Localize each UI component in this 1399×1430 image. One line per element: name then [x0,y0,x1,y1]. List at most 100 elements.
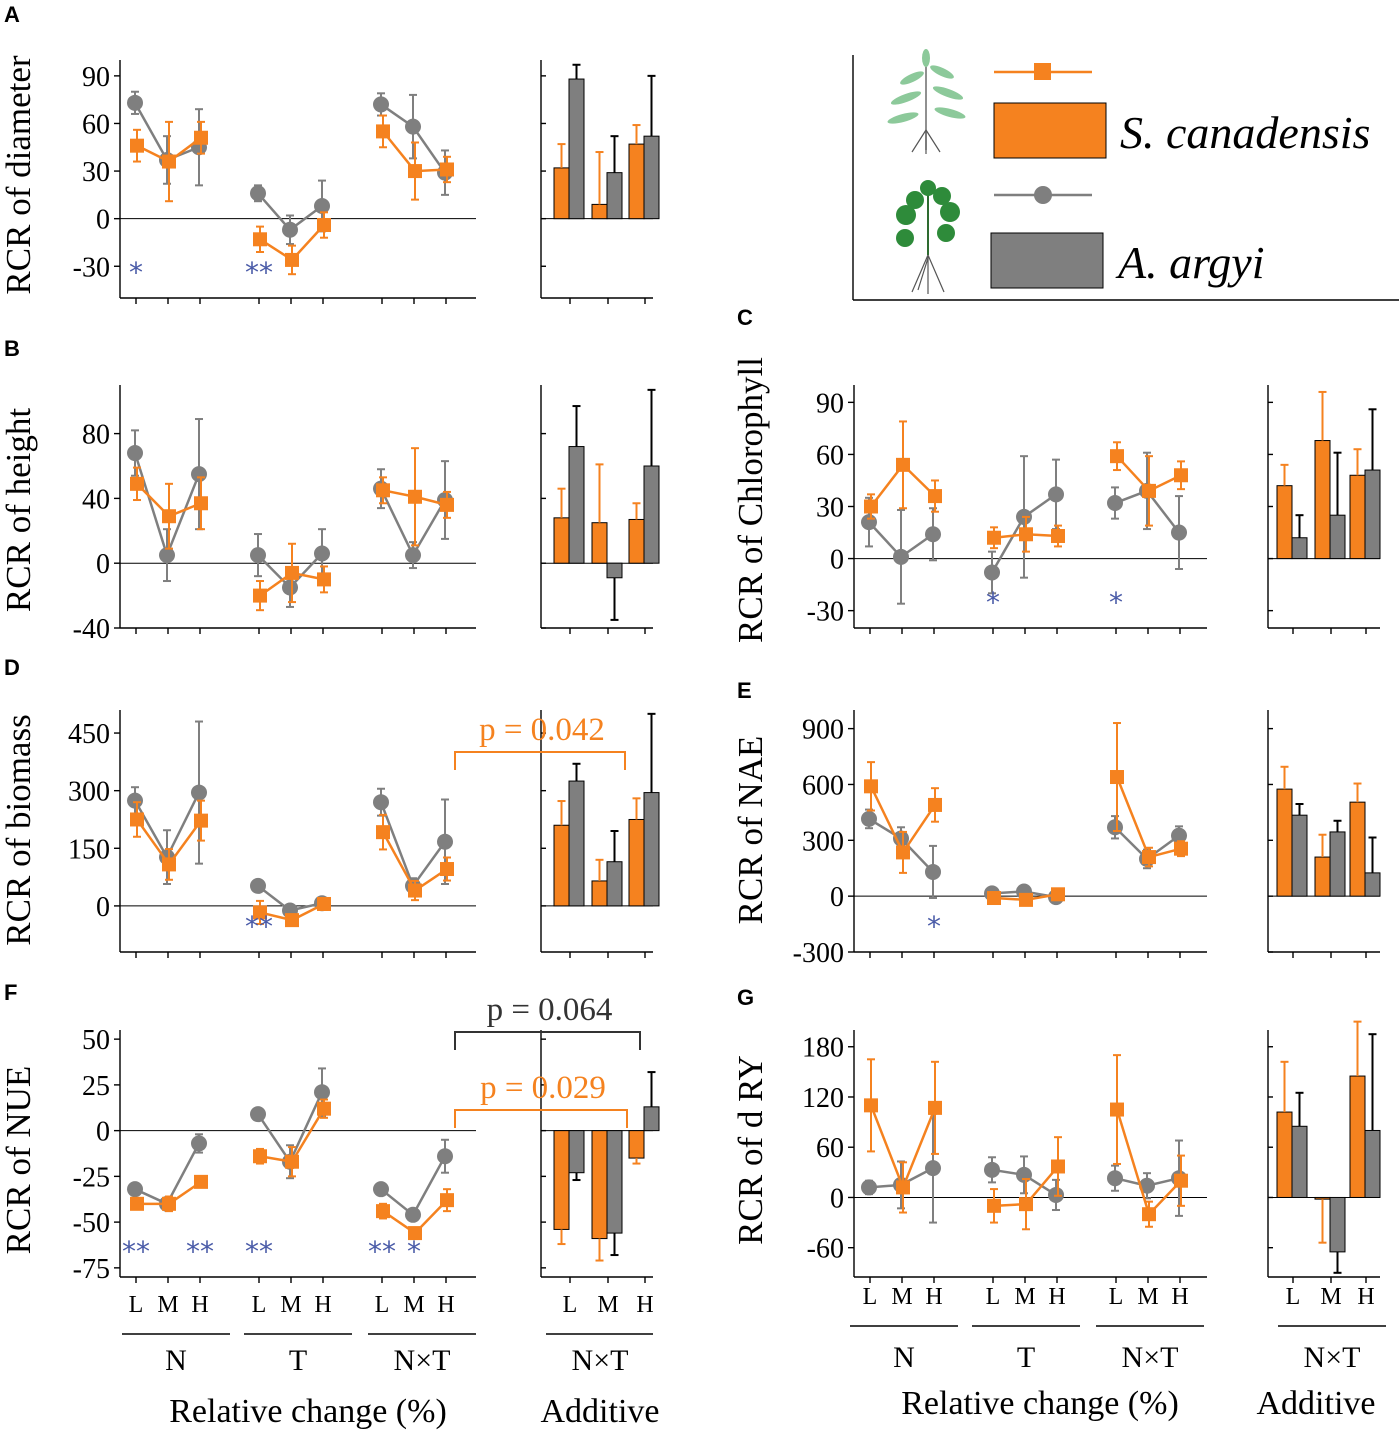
y-axis-label-g: RCR of d RY [731,1055,770,1245]
y-tick-label: 0 [96,549,110,580]
point-s-canadensis [162,509,176,524]
y-tick-label: 900 [802,715,844,746]
x-axis-label-relative-change-right: Relative change (%) [901,1385,1179,1422]
point-s-canadensis [408,164,422,179]
y-tick-label: -30 [73,252,110,283]
point-a-argyi [405,118,421,135]
x-category-label: L [252,1292,267,1318]
y-axis-label-d: RCR of biomass [0,714,38,945]
point-s-canadensis [896,1180,910,1195]
x-category-label: M [403,1292,424,1318]
y-tick-label: 80 [82,420,110,451]
point-a-argyi [314,1084,330,1101]
point-a-argyi [1171,524,1187,541]
significance-star: * [407,1235,421,1268]
point-a-argyi [373,1181,389,1198]
point-s-canadensis [317,1101,331,1116]
bar-s-canadensis [1314,440,1331,560]
point-a-argyi [984,1161,1000,1178]
y-tick-label: 60 [816,440,844,471]
legend-bar-a-argyi [990,232,1104,289]
point-s-canadensis [130,812,144,827]
bar-a-argyi [606,562,623,579]
p-value-bracket [454,1109,628,1128]
point-s-canadensis [285,252,299,267]
bar-a-argyi [1364,469,1381,560]
point-a-argyi [250,547,266,564]
y-tick-label: -300 [793,938,844,969]
point-s-canadensis [253,1149,267,1164]
panel-label-e: E [737,678,752,703]
significance-star: ** [245,910,273,943]
point-a-argyi [127,445,143,462]
bar-s-canadensis [1349,801,1366,897]
point-s-canadensis [285,913,299,928]
point-a-argyi [1016,1166,1032,1183]
significance-star: ** [186,1235,214,1268]
point-a-argyi [405,1206,421,1223]
series-line-a-argyi [134,1142,201,1206]
panel-label-a: A [4,2,20,27]
bar-s-canadensis [1314,856,1331,897]
bar-category-label: L [1286,1284,1301,1310]
y-axis-label-b: RCR of height [0,408,38,612]
a-argyi-plant-icon [896,180,960,294]
point-a-argyi [373,96,389,113]
group-label-nxt-right: N×T [1122,1341,1179,1374]
point-s-canadensis [162,857,176,872]
legend-label-s-canadensis: S. canadensis [1120,107,1370,158]
bar-a-argyi [1291,814,1308,897]
x-category-label: H [1048,1284,1065,1310]
point-s-canadensis [376,1204,390,1219]
x-category-label: M [891,1284,912,1310]
series-line-a-argyi [380,1155,447,1217]
x-category-label: H [191,1292,208,1318]
bar-a-argyi [606,1130,623,1234]
point-a-argyi [437,1148,453,1165]
y-tick-label: 0 [96,1117,110,1148]
point-s-canadensis [162,1196,176,1211]
x-groups-left: N T N×T N×T Relative change (%) Additive [122,1333,659,1430]
point-a-argyi [250,877,266,894]
point-a-argyi [250,185,266,202]
legend: S. canadensis A. argyi [852,49,1399,301]
x-category-label: L [1109,1284,1124,1310]
bar-s-canadensis [591,1130,608,1240]
point-s-canadensis [194,813,208,828]
bar-a-argyi [1364,1129,1381,1198]
point-a-argyi [1139,1177,1155,1194]
point-a-argyi [250,1106,266,1123]
x-category-label: H [925,1284,942,1310]
y-tick-label: 0 [830,882,844,913]
y-tick-label: 300 [802,826,844,857]
x-category-label: H [1171,1284,1188,1310]
point-a-argyi [893,548,909,565]
bar-s-canadensis [1314,1196,1331,1200]
bar-category-label: H [1357,1284,1374,1310]
x-axis-label-additive-right: Additive [1257,1385,1376,1422]
point-s-canadensis [130,138,144,153]
y-tick-label: 150 [68,834,110,865]
y-axis-label-e: RCR of NAE [731,736,770,925]
bar-a-argyi [568,446,585,564]
point-s-canadensis [408,1226,422,1241]
point-s-canadensis [317,572,331,587]
bar-s-canadensis [628,518,645,564]
point-a-argyi [984,564,1000,581]
x-groups-right: N T N×T N×T Relative change (%) Additive [850,1325,1386,1422]
point-s-canadensis [130,476,144,491]
bar-a-argyi [643,135,660,220]
point-s-canadensis [1051,1159,1065,1174]
point-s-canadensis [376,483,390,498]
y-tick-label: 0 [830,1183,844,1214]
bar-s-canadensis [553,167,570,220]
group-label-additive-nxt-right: N×T [1304,1341,1361,1374]
point-s-canadensis [1019,1197,1033,1212]
p-value-label: p = 0.029 [480,1070,606,1106]
bar-s-canadensis [553,1130,570,1230]
panel-e: -300 0 300 600 900 * [793,710,1381,969]
bar-s-canadensis [1276,788,1293,897]
point-s-canadensis [1019,892,1033,907]
y-tick-label: 0 [96,892,110,923]
